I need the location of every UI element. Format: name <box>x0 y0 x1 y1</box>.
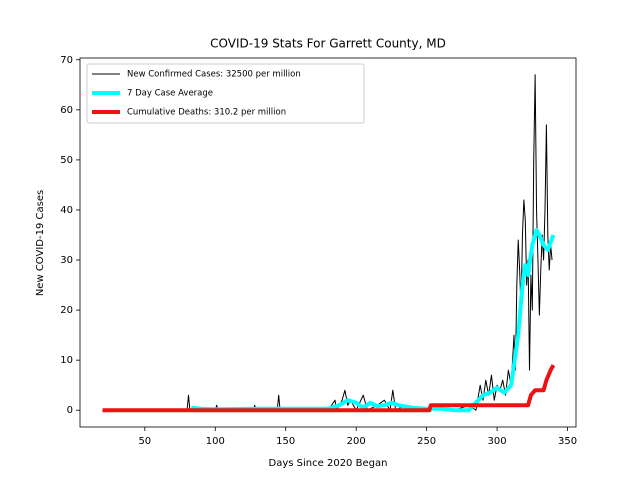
y-tick-label: 10 <box>60 355 73 366</box>
y-tick-label: 60 <box>60 105 73 116</box>
y-tick-label: 40 <box>60 205 73 216</box>
series-line <box>102 74 553 411</box>
y-tick-label: 50 <box>60 155 73 166</box>
series-line <box>191 227 556 413</box>
y-axis-label: New COVID-19 Cases <box>35 190 46 296</box>
y-tick-label: 20 <box>60 305 73 316</box>
x-tick-label: 100 <box>206 436 225 447</box>
x-tick-label: 250 <box>417 436 436 447</box>
legend-label: Cumulative Deaths: 310.2 per million <box>127 108 286 118</box>
y-tick-label: 70 <box>60 55 73 66</box>
legend-box <box>86 63 365 124</box>
legend-label: New Confirmed Cases: 32500 per million <box>127 70 301 80</box>
x-tick-label: 50 <box>138 436 151 447</box>
x-axis-label: Days Since 2020 Began <box>269 458 388 469</box>
y-tick-label: 0 <box>67 405 73 416</box>
x-tick-label: 200 <box>347 436 366 447</box>
x-tick-label: 300 <box>488 436 507 447</box>
x-tick-label: 350 <box>558 436 577 447</box>
series-line <box>102 364 556 413</box>
y-tick-label: 30 <box>60 255 73 266</box>
x-tick-label: 150 <box>276 436 295 447</box>
plot-frame <box>79 57 577 428</box>
legend-label: 7 Day Case Average <box>127 89 213 99</box>
chart-title: COVID-19 Stats For Garrett County, MD <box>210 37 446 51</box>
